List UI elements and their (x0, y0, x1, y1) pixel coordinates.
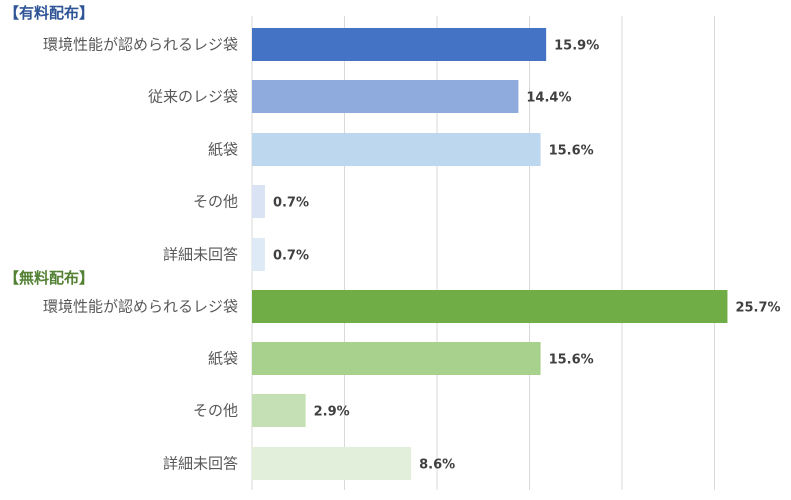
bar (252, 185, 265, 218)
bar (252, 447, 412, 480)
bar (252, 80, 519, 113)
category-label: 環境性能が認められるレジ袋 (43, 298, 238, 316)
bar (252, 238, 265, 271)
category-label: 詳細未回答 (163, 246, 238, 264)
category-label: その他 (193, 193, 238, 211)
category-label: 詳細未回答 (163, 455, 238, 473)
value-label: 15.6% (549, 353, 594, 368)
value-label: 0.7% (273, 249, 309, 264)
category-label: その他 (193, 402, 238, 420)
value-label: 25.7% (735, 301, 780, 316)
value-label: 0.7% (273, 196, 309, 211)
category-label: 紙袋 (208, 350, 238, 368)
bar (252, 394, 306, 427)
category-label: 環境性能が認められるレジ袋 (43, 36, 238, 54)
bar (252, 342, 541, 375)
value-label: 14.4% (526, 91, 571, 106)
category-label: 紙袋 (208, 141, 238, 159)
value-label: 15.9% (554, 39, 599, 54)
value-label: 15.6% (549, 144, 594, 159)
bar (252, 290, 728, 323)
value-label: 8.6% (419, 458, 455, 473)
bar (252, 28, 547, 61)
group-label: 【無料配布】 (4, 269, 94, 287)
value-label: 2.9% (314, 405, 350, 420)
bar (252, 133, 541, 166)
group-label: 【有料配布】 (4, 4, 94, 22)
category-label: 従来のレジ袋 (148, 88, 238, 106)
